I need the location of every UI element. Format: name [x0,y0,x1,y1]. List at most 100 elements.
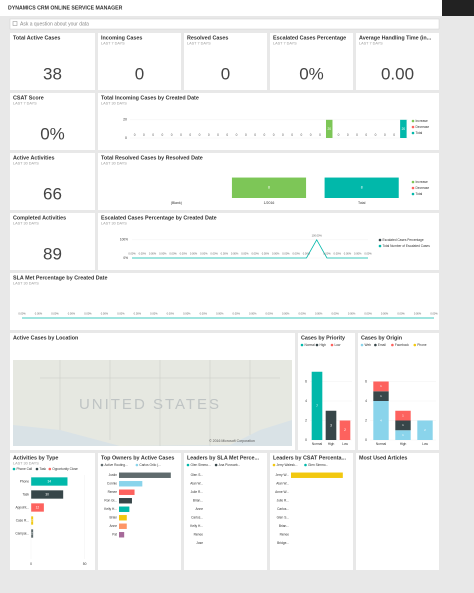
data-label: 8 [268,186,270,190]
data-label: 0.00% [282,252,290,256]
map-land [13,360,292,446]
legend-label: Task [40,467,47,471]
legend-swatch [330,343,334,347]
data-label: 0 [254,133,256,137]
data-label: 0.00% [117,312,125,316]
y-tick-label: Carlos... [191,516,203,520]
bar [325,119,333,138]
legend-label: Escalated Cases Percentage [383,238,424,242]
bar [31,503,44,512]
bar [325,410,337,440]
legend-swatch [300,343,304,347]
tile-title: Cases by Origin [361,335,402,341]
card[interactable] [98,33,181,90]
y-tick-label: Kelly H... [104,507,117,511]
data-label: 0.00% [221,252,229,256]
data-label: 0.00% [231,252,239,256]
chart-tile[interactable] [98,93,439,150]
tile-subtitle: LAST 30 DAYS [101,102,127,106]
bar-segment [395,410,411,421]
legend-label: Glen Simmo... [308,463,328,467]
chart-tile[interactable] [98,213,439,270]
legend-swatch [304,463,307,467]
y-tick-label: 100% [120,238,128,242]
chart-tile[interactable] [270,453,353,570]
y-tick-label: Glen S... [277,516,290,520]
data-label: 0.00% [354,252,362,256]
legend-label: Total [416,131,423,135]
header-bar [0,0,474,16]
tile-subtitle: LAST 30 DAYS [13,282,39,286]
data-label: 1 [402,413,404,417]
tile-subtitle: LAST 7 DAYS [13,102,37,106]
tile-title: Most Used Articles [359,455,407,461]
tile-subtitle: LAST 7 DAYS [273,42,297,46]
y-tick-label: Alan W... [276,482,289,486]
data-label: 0.00% [167,312,175,316]
legend-label: Email [378,343,386,347]
data-label: 0.00% [334,252,342,256]
chart-tile[interactable] [98,453,181,570]
legend-swatch [413,343,417,347]
data-label: 1 [402,423,404,427]
legend-swatch [411,125,415,129]
legend-swatch [391,343,394,347]
data-label: 0.00% [364,312,372,316]
y-tick-label: 6 [305,379,307,383]
chart-tile[interactable] [10,453,95,570]
card[interactable] [356,33,439,90]
data-label: 0.00% [323,252,331,256]
data-label: 0.00% [183,312,191,316]
data-label: 0.00% [128,252,136,256]
data-label: 1 [380,394,382,398]
data-label: 0 [375,133,377,137]
tile-title: Escalated Cases Percentage [273,35,346,41]
chart-tile[interactable] [10,273,439,330]
data-label: 12 [36,505,40,509]
tile-title: Total Active Cases [13,35,60,41]
x-tick-label: Low [342,442,349,446]
data-label: 0.00% [35,312,43,316]
chart-tile[interactable] [356,453,439,570]
card-value: 38 [43,64,62,83]
card-value: 0% [40,124,65,143]
legend-swatch [100,463,104,467]
y-tick-label: Julie R... [277,499,290,503]
card[interactable] [10,33,95,90]
data-label: 20 [402,127,406,131]
dashboard-title: DYNAMICS CRM ONLINE SERVICE MANAGER [8,5,123,11]
card[interactable] [10,213,95,270]
x-tick-label: (Blank) [171,201,182,205]
data-label: 0.00% [149,252,157,256]
data-label: 34 [47,479,51,483]
data-label: 3 [330,423,332,427]
card[interactable] [184,33,267,90]
y-tick-label: Renee [194,533,204,537]
qa-box[interactable] [9,18,440,30]
tile-title: Cases by Priority [301,335,345,341]
card[interactable] [270,33,353,90]
data-label: 0 [282,133,284,137]
legend-swatch [411,186,415,190]
legend-label: Increase [416,180,428,184]
card[interactable] [10,153,95,210]
y-tick-label: Case R... [16,518,29,522]
bar [31,529,34,538]
data-label: 0.00% [18,312,26,316]
header-strip [442,0,474,16]
data-label: 0.00% [344,252,352,256]
data-label: 2 [31,518,33,522]
card[interactable] [10,93,95,150]
data-label: 20 [327,127,331,131]
data-label: 0.00% [68,312,76,316]
data-label: 0 [365,133,367,137]
chart-tile[interactable] [184,453,267,570]
data-label: 2 [31,531,33,535]
data-label: 0 [393,133,395,137]
tile-title: SLA Met Percentage by Created Date [13,275,107,281]
y-tick-label: 6 [365,379,367,383]
data-label: 0.00% [51,312,59,316]
legend-swatch [374,343,377,347]
y-tick-label: 0 [365,438,367,442]
legend-label: Web [365,343,372,347]
